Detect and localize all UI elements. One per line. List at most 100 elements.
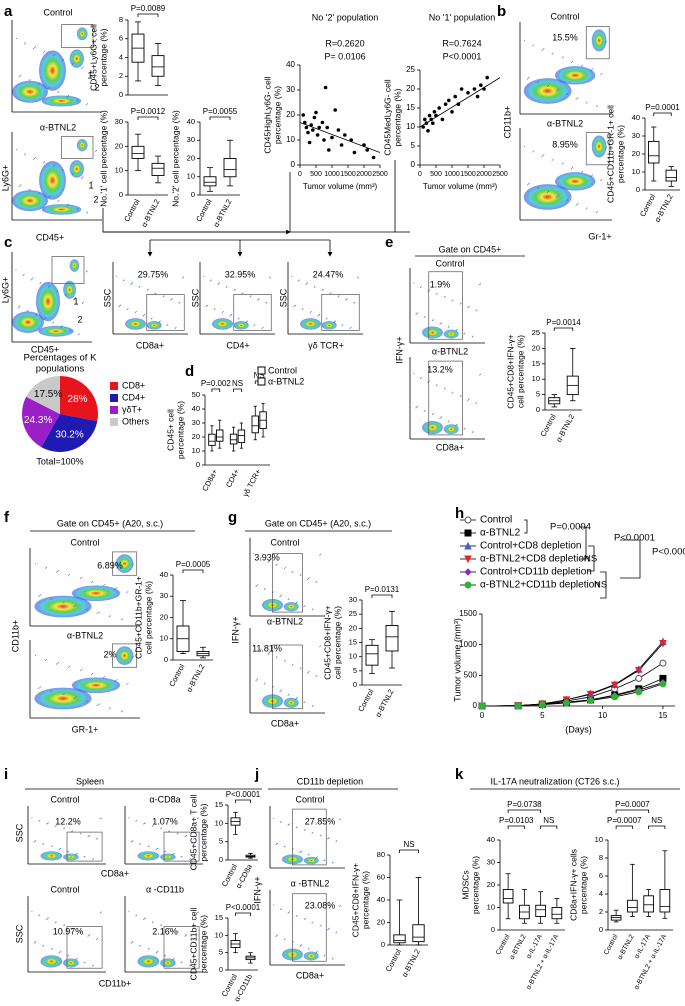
- flow-event: [33, 942, 35, 944]
- y-tick-label: 5: [219, 837, 223, 846]
- flow-event: [331, 862, 333, 864]
- flow-event: [49, 195, 51, 197]
- flow-event: [116, 587, 118, 589]
- flow-event: [275, 657, 277, 659]
- flow-event: [316, 951, 317, 953]
- figure-text: Ly6G+: [0, 277, 10, 303]
- flow-event: [340, 905, 341, 907]
- flow-event: [533, 150, 535, 152]
- flow-event: [96, 938, 98, 940]
- x-tick-label: γδ TCR+: [241, 467, 263, 498]
- pie-value-label: 30.2%: [55, 429, 83, 440]
- y-tick-label: 20: [349, 623, 357, 632]
- flow-event: [280, 821, 281, 823]
- flow-event: [91, 71, 93, 73]
- flow-event: [87, 103, 89, 105]
- flow-event: [139, 843, 141, 845]
- flow-event: [548, 84, 550, 86]
- line-point: [478, 702, 486, 710]
- flow-event: [68, 94, 70, 96]
- figure-text: 1.9%: [430, 279, 451, 289]
- flow-event: [67, 95, 69, 97]
- flow-event: [43, 162, 44, 164]
- significance-label: P=0.002: [201, 379, 232, 388]
- flow-event: [301, 850, 302, 852]
- flow-event: [65, 294, 67, 296]
- flow-event: [19, 185, 21, 187]
- flow-event: [308, 578, 309, 580]
- trend-line: [419, 77, 501, 128]
- significance-label: P=0.0007: [615, 800, 650, 809]
- flow-event: [480, 373, 481, 375]
- flow-event: [100, 912, 102, 914]
- figure-text: Control: [70, 537, 99, 547]
- flow-event: [61, 170, 63, 172]
- flow-event: [22, 274, 24, 276]
- flow-event: [571, 167, 573, 169]
- flow-event: [39, 595, 41, 597]
- flow-event: [562, 56, 564, 58]
- flow-event: [292, 664, 294, 666]
- flow-event: [103, 584, 105, 586]
- flow-event: [160, 925, 162, 927]
- flow-event: [100, 818, 102, 820]
- flow-event: [96, 613, 98, 615]
- flow-event: [44, 567, 46, 569]
- y-tick-label: 4: [599, 889, 603, 898]
- flow-event: [310, 311, 312, 313]
- flow-event: [96, 149, 98, 151]
- flow-event: [350, 327, 352, 329]
- flow-event: [34, 46, 36, 48]
- flow-event: [557, 89, 559, 91]
- flow-event: [308, 853, 310, 855]
- significance-label: P=0.0089: [131, 4, 166, 13]
- scatter-point: [450, 110, 454, 114]
- x-axis-label: Tumor volume (mm³): [423, 182, 498, 191]
- x-tick-label: Control: [167, 662, 186, 688]
- flow-event: [237, 318, 239, 320]
- flow-event: [273, 904, 275, 906]
- flow-event: [140, 944, 142, 946]
- scatter-point: [327, 148, 331, 152]
- flow-event: [156, 951, 158, 953]
- flow-event: [57, 290, 59, 292]
- flow-event: [172, 854, 174, 856]
- flow-event: [44, 659, 46, 661]
- flow-event: [88, 835, 90, 837]
- flow-event: [328, 837, 329, 839]
- flow-event: [89, 835, 91, 837]
- figure-text: 2%: [103, 649, 116, 659]
- flow-event: [31, 910, 33, 912]
- y-axis-label: CD45+CD8+IFN-γ+: [322, 605, 332, 679]
- y-tick-label: 30: [286, 85, 295, 94]
- y-tick-label: 0: [164, 655, 168, 664]
- flow-event: [456, 424, 457, 426]
- flow-event: [177, 832, 179, 834]
- flow-event: [524, 39, 526, 41]
- flow-event: [75, 958, 77, 960]
- flow-event: [526, 78, 528, 80]
- flow-event: [80, 669, 82, 671]
- significance-label: P<0.0001: [226, 790, 261, 799]
- flow-event: [324, 859, 326, 861]
- flow-event: [328, 837, 330, 839]
- flow-event: [34, 47, 35, 49]
- flow-event: [327, 929, 329, 931]
- flow-event: [270, 276, 271, 278]
- flow-event: [108, 708, 110, 710]
- flow-event: [432, 319, 434, 321]
- figure-text: SSC: [190, 288, 200, 307]
- flow-density: [63, 958, 79, 968]
- flow-event: [293, 306, 295, 308]
- figure-text: SSC: [278, 288, 288, 307]
- flow-event: [75, 604, 77, 606]
- flow-event: [131, 656, 133, 658]
- y-tick-label: 1500: [459, 609, 477, 618]
- flow-event: [330, 292, 332, 294]
- flow-event: [596, 105, 598, 107]
- panel-label: j: [254, 766, 259, 783]
- flow-event: [86, 608, 88, 610]
- x-tick-label: Control: [495, 933, 512, 956]
- flow-event: [222, 311, 224, 313]
- flow-event: [424, 316, 426, 318]
